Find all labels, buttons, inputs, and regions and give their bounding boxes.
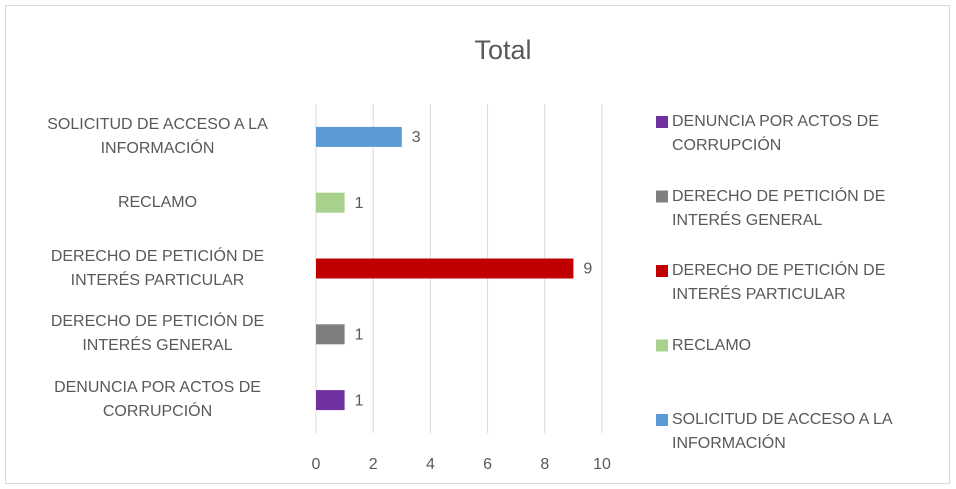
legend-swatch (656, 190, 668, 203)
y-tick-label: RECLAMO (117, 193, 198, 211)
bar (316, 390, 345, 411)
data-label: 1 (355, 392, 364, 409)
y-tick-label: DERECHO DE PETICIÓN DE INTERÉS PARTICULA… (50, 247, 265, 289)
data-label: 1 (355, 195, 364, 212)
x-tick-label: 2 (369, 456, 378, 473)
legend-label: DERECHO DE PETICIÓN DE INTERÉS GENERAL (672, 187, 886, 229)
data-label: 9 (583, 261, 592, 278)
legend-label: SOLICITUD DE ACCESO A LA INFORMACIÓN (672, 411, 892, 452)
bar (316, 258, 574, 279)
legend-swatch (656, 116, 668, 128)
chart-border (5, 5, 950, 484)
x-tick-label: 10 (593, 456, 611, 473)
data-label: 1 (355, 327, 364, 344)
legend-label: RECLAMO (672, 336, 752, 354)
bar (316, 324, 345, 345)
y-tick-label: DENUNCIA POR ACTOS DE CORRUPCIÓN (54, 379, 261, 421)
legend-swatch (656, 339, 668, 352)
legend-label: DERECHO DE PETICIÓN DE INTERÉS PARTICULA… (672, 262, 886, 303)
x-tick-label: 4 (426, 456, 435, 473)
legend-swatch (656, 265, 668, 277)
x-tick-label: 6 (483, 456, 492, 473)
legend-swatch (656, 414, 668, 426)
x-tick-label: 8 (540, 456, 549, 473)
bar (316, 192, 345, 213)
y-tick-label: DERECHO DE PETICIÓN DE INTERÉS GENERAL (50, 313, 265, 355)
y-tick-label: SOLICITUD DE ACCESO A LA INFORMACIÓN (47, 115, 268, 157)
legend-label: DENUNCIA POR ACTOS DE CORRUPCIÓN (672, 113, 879, 154)
chart-title: Total (474, 35, 531, 65)
bar (316, 126, 402, 147)
data-label: 3 (412, 129, 421, 146)
x-tick-label: 0 (312, 456, 321, 473)
